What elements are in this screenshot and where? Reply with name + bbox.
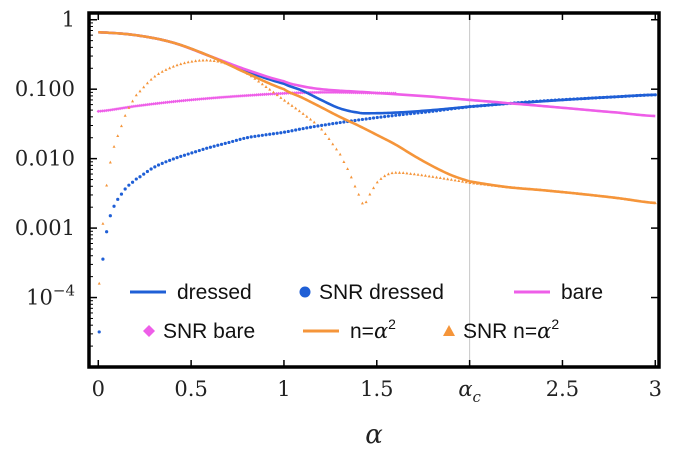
series-marker-snr-dressed — [183, 154, 186, 157]
x-tick-label-0: 0 — [92, 377, 105, 401]
series-marker-snr-dressed — [331, 122, 334, 125]
series-marker-snr-dressed — [294, 128, 297, 131]
x-tick-label-1: 1 — [277, 377, 290, 401]
series-marker-snr-dressed — [313, 125, 316, 128]
series-marker-snr-dressed — [238, 138, 241, 141]
series-marker-snr-dressed — [324, 123, 327, 126]
series-marker-snr-dressed — [394, 114, 397, 117]
series-marker-snr-dressed — [101, 257, 104, 260]
series-marker-snr-dressed — [387, 115, 390, 118]
series-marker-snr-dressed — [105, 230, 108, 233]
series-marker-snr-dressed — [98, 330, 101, 333]
series-marker-snr-dressed — [235, 139, 238, 142]
series-marker-snr-dressed — [316, 124, 319, 127]
legend-label-snr-n-alpha2: SNR n=α2 — [463, 316, 559, 343]
series-marker-snr-dressed — [287, 130, 290, 133]
series-marker-snr-dressed — [187, 152, 190, 155]
series-marker-snr-dressed — [353, 119, 356, 122]
y-tick-label-0-010: 0.010 — [15, 147, 75, 171]
y-tick-label-0-001: 0.001 — [15, 216, 75, 240]
series-marker-snr-dressed — [320, 124, 323, 127]
series-marker-snr-dressed — [379, 115, 382, 118]
series-marker-snr-dressed — [305, 126, 308, 129]
series-marker-snr-dressed — [190, 151, 193, 154]
series-marker-snr-dressed — [335, 121, 338, 124]
series-marker-snr-dressed — [116, 198, 119, 201]
x-tick-label-0-5: 0.5 — [174, 377, 207, 401]
series-marker-snr-dressed — [224, 142, 227, 145]
series-marker-snr-dressed — [142, 173, 145, 176]
series-marker-snr-dressed — [361, 118, 364, 121]
series-marker-snr-dressed — [357, 118, 360, 121]
series-marker-snr-dressed — [246, 136, 249, 139]
series-marker-snr-dressed — [216, 144, 219, 147]
series-marker-snr-dressed — [390, 114, 393, 117]
series-marker-snr-dressed — [164, 160, 167, 163]
series-marker-snr-dressed — [112, 205, 115, 208]
x-tick-label-2-5: 2.5 — [546, 377, 579, 401]
series-marker-snr-dressed — [257, 134, 260, 137]
series-marker-snr-dressed — [276, 132, 279, 135]
series-marker-snr-dressed — [194, 150, 197, 153]
series-marker-snr-dressed — [198, 149, 201, 152]
series-marker-snr-dressed — [302, 127, 305, 130]
legend-swatch-snr-dressed — [300, 287, 311, 298]
series-marker-snr-dressed — [168, 159, 171, 162]
series-marker-snr-dressed — [339, 121, 342, 124]
legend-label-snr-dressed: SNR dressed — [319, 281, 444, 304]
series-marker-snr-dressed — [161, 162, 164, 165]
series-marker-snr-dressed — [127, 184, 130, 187]
series-marker-snr-dressed — [368, 117, 371, 120]
legend-item-snr-dressed: SNR dressed — [300, 281, 444, 304]
series-marker-snr-dressed — [146, 170, 149, 173]
series-marker-snr-dressed — [220, 143, 223, 146]
series-marker-snr-dressed — [268, 133, 271, 136]
series-marker-snr-dressed — [372, 116, 375, 119]
legend-label-bare: bare — [561, 281, 603, 304]
series-marker-snr-dressed — [231, 140, 234, 143]
series-marker-snr-dressed — [342, 120, 345, 123]
series-marker-snr-dressed — [279, 131, 282, 134]
series-marker-snr-dressed — [109, 214, 112, 217]
series-marker-snr-dressed — [242, 137, 245, 140]
y-tick-label-0-100: 0.100 — [15, 77, 75, 101]
series-marker-snr-dressed — [309, 126, 312, 129]
series-marker-snr-dressed — [175, 156, 178, 159]
series-marker-snr-dressed — [272, 132, 275, 135]
series-marker-snr-dressed — [179, 155, 182, 158]
series-marker-snr-dressed — [138, 175, 141, 178]
x-axis-title: α — [365, 420, 383, 450]
legend-label-dressed: dressed — [177, 281, 252, 304]
series-marker-snr-dressed — [327, 123, 330, 126]
series-marker-snr-dressed — [365, 117, 368, 120]
y-tick-label-1: 1 — [62, 8, 75, 32]
series-marker-snr-dressed — [135, 177, 138, 180]
series-marker-snr-dressed — [124, 187, 127, 190]
series-marker-snr-dressed — [383, 115, 386, 118]
series-marker-snr-dressed — [157, 163, 160, 166]
series-marker-snr-dressed — [205, 147, 208, 150]
x-tick-label-1-5: 1.5 — [360, 377, 393, 401]
x-tick-label-3: 3 — [649, 377, 662, 401]
series-marker-snr-dressed — [261, 134, 264, 137]
series-marker-snr-dressed — [150, 167, 153, 170]
series-marker-snr-dressed — [290, 129, 293, 132]
series-marker-snr-dressed — [131, 181, 134, 184]
series-marker-snr-dressed — [201, 148, 204, 151]
series-marker-snr-dressed — [120, 192, 123, 195]
series-marker-snr-dressed — [172, 157, 175, 160]
series-marker-snr-dressed — [209, 146, 212, 149]
series-marker-snr-dressed — [283, 131, 286, 134]
series-marker-snr-dressed — [298, 128, 301, 131]
series-marker-snr-dressed — [376, 116, 379, 119]
series-marker-snr-dressed — [153, 165, 156, 168]
series-marker-snr-dressed — [213, 145, 216, 148]
legend-label-snr-bare: SNR bare — [163, 320, 255, 343]
series-marker-snr-dressed — [227, 141, 230, 144]
series-marker-snr-dressed — [253, 135, 256, 138]
series-marker-snr-dressed — [264, 133, 267, 136]
series-marker-snr-dressed — [250, 135, 253, 138]
